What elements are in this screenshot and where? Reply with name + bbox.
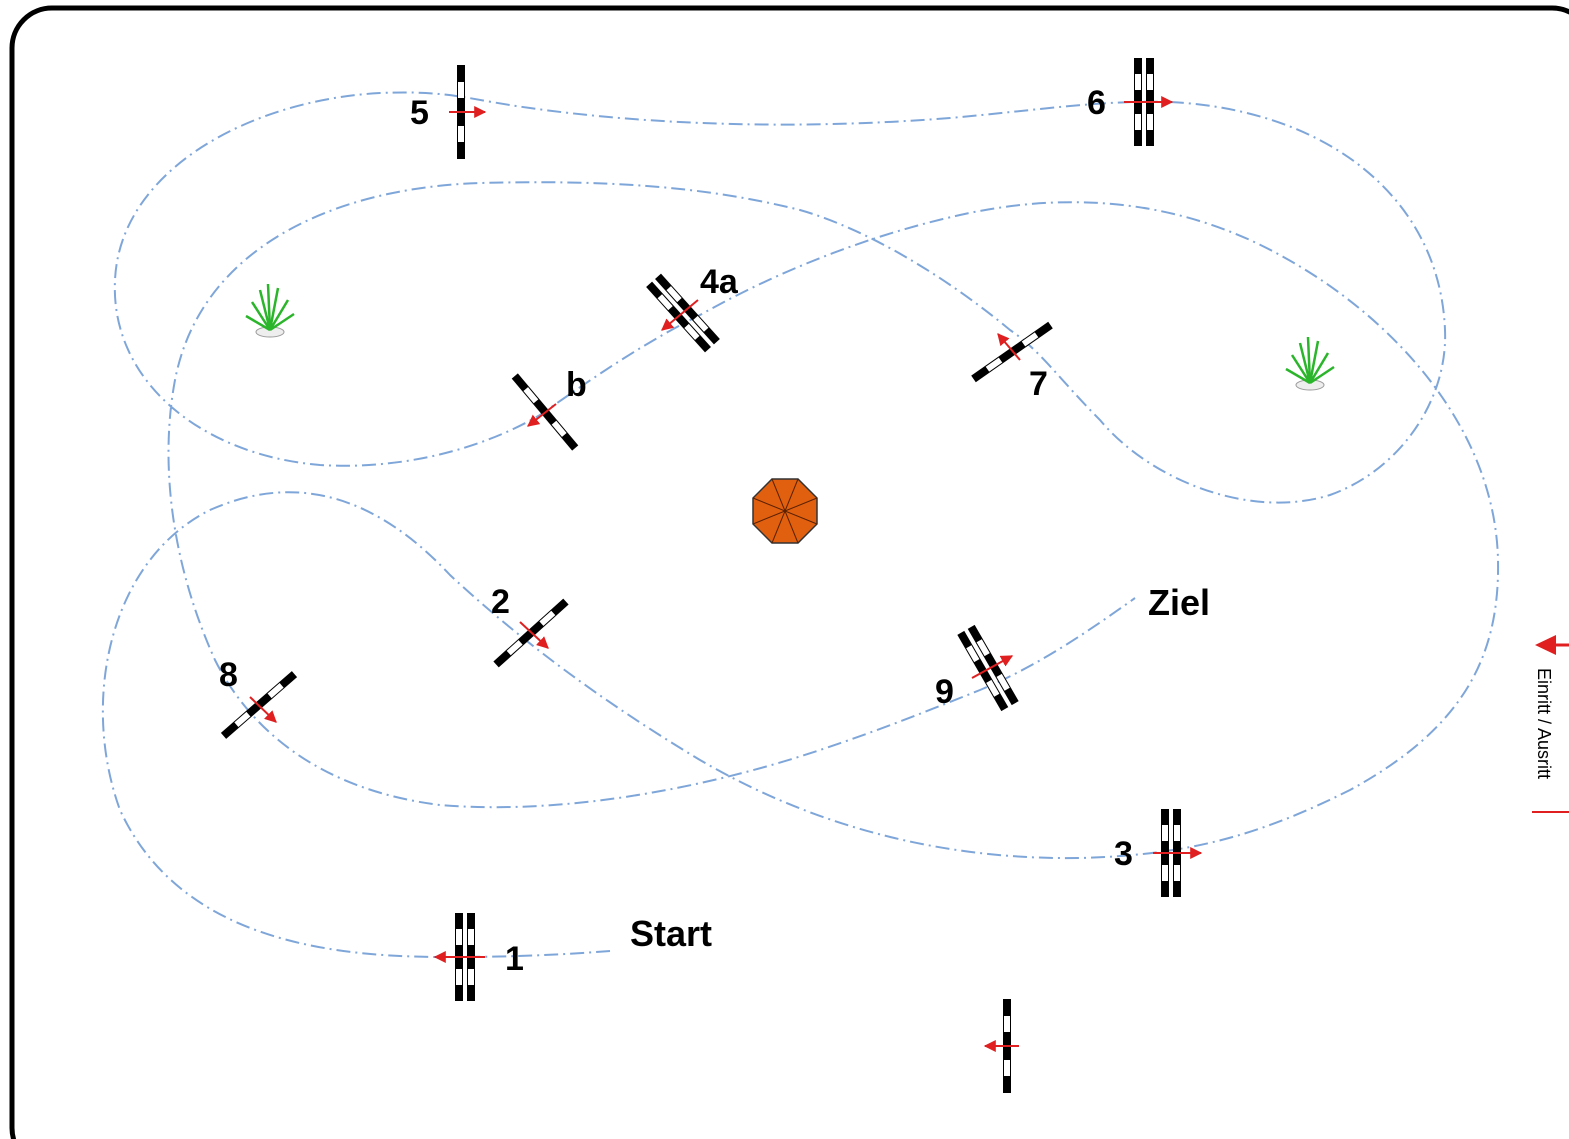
label-fence-8: 8 bbox=[219, 656, 238, 694]
label-fence-1: 1 bbox=[505, 940, 524, 978]
fence-8-arrow bbox=[249, 696, 277, 723]
fence-9 bbox=[957, 624, 1019, 712]
fence-1 bbox=[433, 913, 485, 1001]
label-fence-4a: 4a bbox=[700, 263, 739, 301]
label-fence-6: 6 bbox=[1087, 84, 1106, 122]
fence-5 bbox=[449, 65, 487, 159]
fence-4a-arrow bbox=[661, 299, 699, 331]
umbrella-icon bbox=[752, 478, 818, 544]
label-start: Start bbox=[630, 913, 712, 954]
label-finish: Ziel bbox=[1148, 582, 1210, 623]
entry-arrow-icon bbox=[1532, 635, 1569, 813]
course-route bbox=[101, 91, 1500, 959]
plant-icon bbox=[1285, 336, 1335, 391]
label-fence-4b: b bbox=[566, 366, 587, 404]
fence-extra bbox=[983, 999, 1019, 1093]
fence-3 bbox=[1153, 809, 1203, 897]
label-fence-9: 9 bbox=[935, 673, 954, 711]
label-fence-5: 5 bbox=[410, 94, 429, 132]
arena-border bbox=[9, 5, 1569, 1139]
fence-4b-arrow bbox=[527, 403, 557, 427]
fence-9-arrow bbox=[971, 655, 1014, 679]
label-fence-3: 3 bbox=[1114, 835, 1133, 873]
fence-2-arrow bbox=[519, 621, 549, 649]
label-fence-2: 2 bbox=[491, 583, 510, 621]
label-fence-7: 7 bbox=[1029, 365, 1048, 403]
fence-6 bbox=[1124, 58, 1174, 146]
fence-7-arrow bbox=[997, 333, 1021, 361]
entry-exit-label: Einritt / Ausritt bbox=[1534, 668, 1554, 779]
plant-icon bbox=[245, 283, 295, 338]
